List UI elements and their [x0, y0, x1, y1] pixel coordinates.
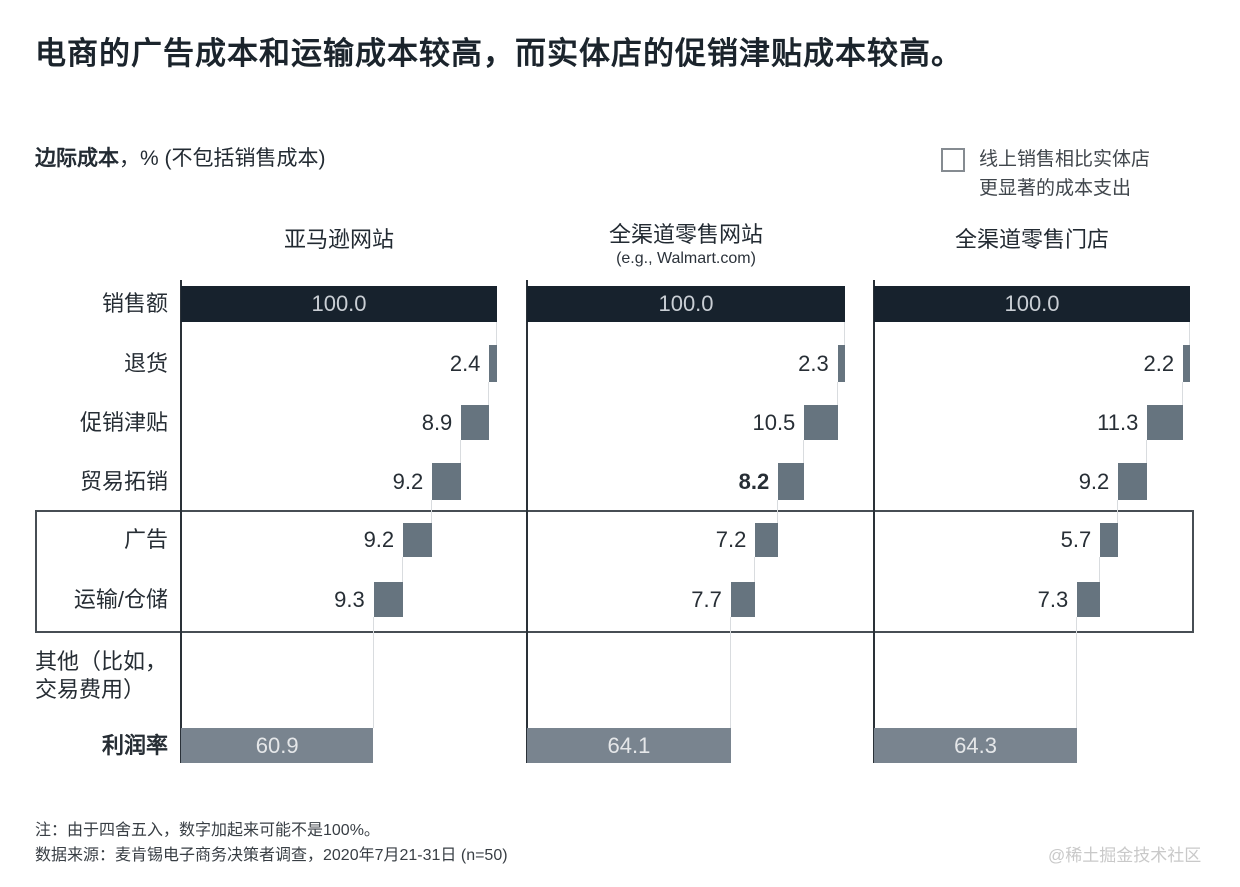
waterfall-connector [803, 440, 805, 463]
row-label-returns: 退货 [123, 351, 168, 376]
column-header-omnichannel-site-label: 全渠道零售网站 [608, 222, 763, 247]
bar-cost [837, 345, 845, 382]
bar-cost-value: 10.5 [752, 409, 796, 435]
bar-cost-value: 9.3 [334, 586, 365, 612]
bar-cost-value: 7.3 [1037, 586, 1069, 612]
row-label-other: 其他（比如， 交易费用） [35, 648, 235, 704]
column-header-omnichannel-store-label: 全渠道零售门店 [954, 227, 1109, 252]
bar-profit: 60.9 [181, 728, 374, 763]
bar-cost-value: 11.3 [1097, 409, 1139, 435]
legend-label-line1: 线上销售相比实体店 [979, 149, 1151, 170]
waterfall-connector [1146, 440, 1148, 463]
bar-cost [403, 523, 433, 557]
footnotes: 注：由于四舍五入，数字加起来可能不是100%。 数据来源：麦肯锡电子商务决策者调… [35, 818, 508, 868]
bar-cost [373, 582, 404, 617]
bar-cost [489, 345, 497, 382]
bar-cost-value: 9.2 [363, 527, 395, 552]
bar-cost [755, 523, 779, 557]
waterfall-connector [496, 322, 497, 345]
waterfall-connector [402, 557, 404, 582]
bar-sales-value: 100.0 [658, 291, 714, 316]
column-header-omnichannel-site: 全渠道零售网站 (e.g., Walmart.com) [527, 221, 845, 269]
bar-cost-value: 9.2 [392, 468, 424, 494]
bar-cost-value: 8.9 [421, 409, 453, 435]
bar-cost [461, 405, 490, 440]
bar-cost [1118, 463, 1148, 500]
waterfall-connector [1189, 322, 1190, 345]
bar-cost-value: 5.7 [1060, 527, 1092, 552]
bar-cost [1183, 345, 1190, 382]
axis-unit-label: 边际成本，% (不包括销售成本) [35, 142, 326, 172]
waterfall-connector [431, 500, 433, 523]
waterfall-connector [1117, 500, 1119, 523]
row-label-other-line1: 其他（比如， [35, 649, 168, 674]
legend-label: 线上销售相比实体店 更显著的成本支出 [979, 145, 1199, 203]
axis-unit-label-rest: ，% (不包括销售成本) [119, 147, 326, 170]
bar-cost [730, 582, 756, 617]
bar-cost-value: 2.3 [798, 350, 829, 376]
column-header-amazon: 亚马逊网站 [181, 226, 497, 254]
waterfall-connector [372, 617, 374, 728]
waterfall-connector [1076, 617, 1078, 728]
highlight-rectangle [35, 510, 1194, 633]
bar-cost-value: 2.2 [1143, 350, 1175, 376]
column-header-amazon-label: 亚马逊网站 [283, 227, 394, 252]
bar-cost-value: 9.2 [1078, 468, 1110, 494]
waterfall-chart-omnichannel-store: 100.0 2.2 11.3 9.2 5.7 7.3 64.3 [873, 280, 1190, 770]
page-title: 电商的广告成本和运输成本较高，而实体店的促销津贴成本较高。 [35, 36, 963, 71]
waterfall-connector [729, 617, 731, 728]
row-label-trade: 贸易拓销 [79, 469, 168, 494]
waterfall-connector [1099, 557, 1101, 582]
bar-cost [432, 463, 462, 500]
bar-profit: 64.1 [527, 728, 731, 763]
waterfall-connector [844, 322, 845, 345]
row-label-promo: 促销津贴 [79, 410, 168, 435]
row-label-shipping: 运输/仓储 [73, 587, 168, 612]
watermark: @稀土掘金技术社区 [1048, 846, 1202, 865]
column-header-omnichannel-site-sublabel: (e.g., Walmart.com) [616, 250, 756, 267]
bar-cost [1147, 405, 1184, 440]
waterfall-chart-omnichannel-site: 100.0 2.3 10.5 8.2 7.2 7.7 64.1 [526, 280, 845, 770]
waterfall-connector [836, 382, 838, 405]
bar-cost-value: 7.7 [691, 586, 722, 612]
waterfall-connector [754, 557, 756, 582]
bar-cost-value: 7.2 [715, 527, 747, 552]
waterfall-connector [488, 382, 490, 405]
axis-line [180, 280, 182, 763]
waterfall-connector [460, 440, 462, 463]
bar-profit: 64.3 [874, 728, 1078, 763]
bar-cost [778, 463, 805, 500]
row-label-sales: 销售额 [101, 291, 168, 316]
row-label-profit: 利润率 [101, 733, 168, 758]
waterfall-connector [777, 500, 779, 523]
footnote-source: 数据来源：麦肯锡电子商务决策者调查，2020年7月21-31日 (n=50) [35, 847, 508, 864]
bar-cost [804, 405, 838, 440]
waterfall-connector [1182, 382, 1184, 405]
bar-sales-value: 100.0 [1004, 291, 1060, 316]
bar-sales: 100.0 [527, 286, 845, 322]
bar-profit-value: 60.9 [255, 732, 299, 758]
bar-cost-value: 8.2 [738, 468, 770, 494]
legend-label-line2: 更显著的成本支出 [979, 178, 1132, 199]
axis-unit-label-bold: 边际成本 [35, 147, 119, 170]
bar-cost [1100, 523, 1119, 557]
legend-swatch-icon [941, 148, 965, 172]
bar-cost [1077, 582, 1101, 617]
row-label-other-line2: 交易费用） [35, 677, 146, 702]
bar-sales: 100.0 [874, 286, 1190, 322]
bar-profit-value: 64.3 [954, 732, 997, 758]
axis-line [873, 280, 875, 763]
column-header-omnichannel-store: 全渠道零售门店 [874, 226, 1190, 254]
axis-line [526, 280, 528, 763]
footnote-rounding: 注：由于四舍五入，数字加起来可能不是100%。 [35, 822, 380, 839]
waterfall-chart-amazon: 100.0 2.4 8.9 9.2 9.2 9.3 60.9 [180, 280, 497, 770]
bar-cost-value: 2.4 [449, 350, 481, 376]
bar-sales: 100.0 [181, 286, 497, 322]
bar-sales-value: 100.0 [311, 291, 367, 316]
bar-profit-value: 64.1 [607, 732, 651, 758]
row-label-ads: 广告 [123, 527, 168, 552]
